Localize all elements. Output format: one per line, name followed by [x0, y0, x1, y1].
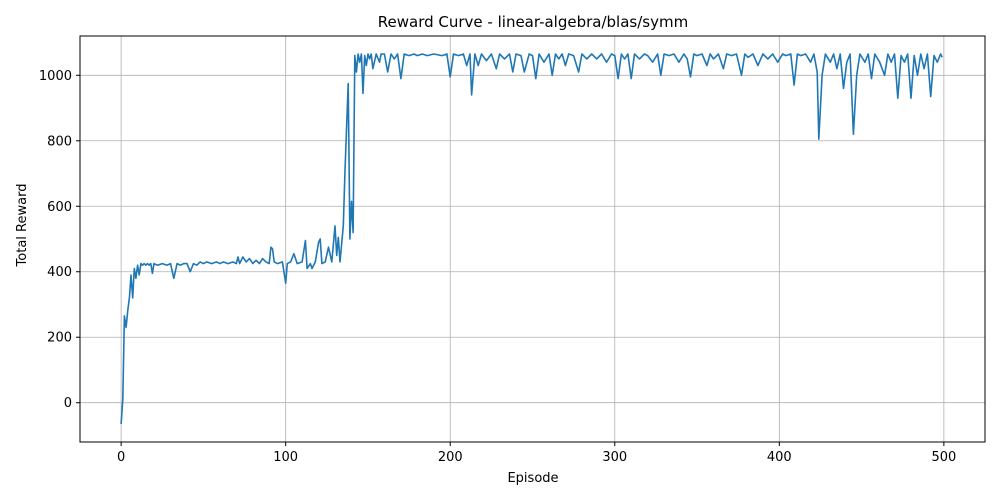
x-tick-label: 0: [117, 450, 125, 465]
series-layer: [120, 53, 943, 425]
plot-frame: [79, 35, 986, 443]
grid-lines: [80, 36, 985, 442]
y-tick-label: 1000: [39, 69, 72, 84]
y-tick-label: 800: [47, 134, 72, 149]
y-axis-label: Total Reward: [15, 184, 30, 268]
series-line: [120, 53, 943, 425]
x-tick-label: 500: [931, 450, 956, 465]
y-tick-label: 200: [47, 331, 72, 346]
x-tick-label: 400: [767, 450, 792, 465]
x-axis-label: Episode: [507, 471, 558, 486]
y-tick-label: 600: [47, 200, 72, 215]
y-axis-ticks: 0 200 400 600 800 1000: [39, 69, 80, 411]
y-tick-label: 0: [64, 396, 72, 411]
y-tick-label: 400: [47, 265, 72, 280]
x-tick-label: 100: [273, 450, 298, 465]
x-tick-label: 200: [438, 450, 463, 465]
x-tick-label: 300: [602, 450, 627, 465]
x-axis-ticks: 0 100 200 300 400 500: [117, 442, 956, 465]
chart-title: Reward Curve - linear-algebra/blas/symm: [378, 13, 688, 31]
